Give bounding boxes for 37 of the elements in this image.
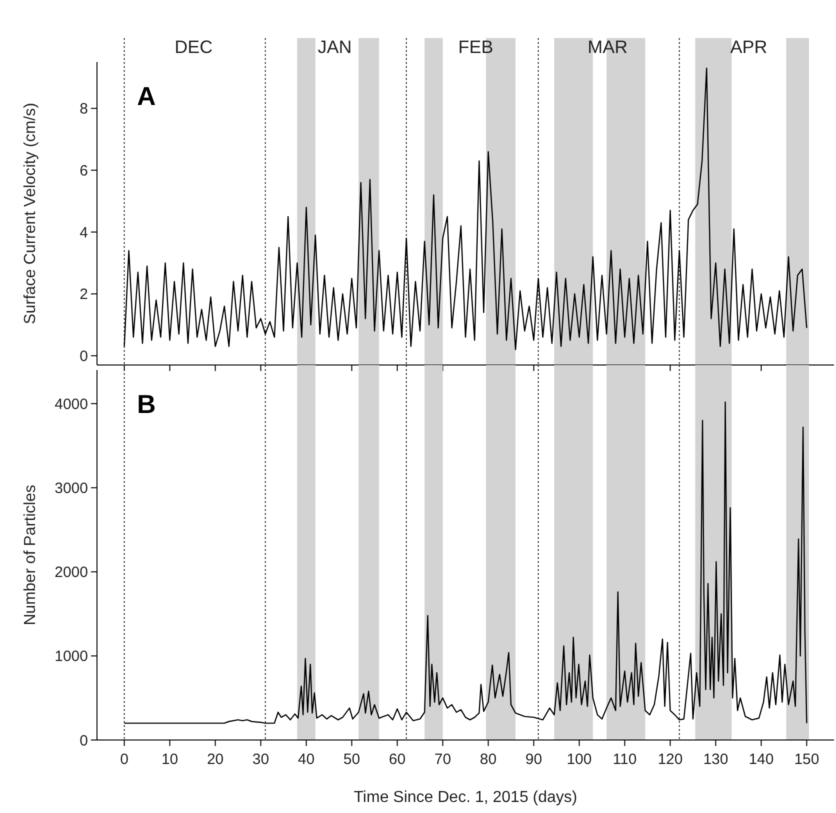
y-tick-label: 0: [80, 732, 88, 750]
y-tick-label: 4000: [54, 396, 88, 413]
y-axis-title: Surface Current Velocity (cm/s): [22, 102, 39, 324]
text: MAR: [588, 37, 628, 57]
line-series: [124, 68, 808, 350]
x-tick-label: 120: [658, 751, 683, 768]
x-tick-label: 90: [525, 751, 542, 768]
x-tick-label: 30: [252, 751, 270, 768]
y-tick-label: 2000: [54, 564, 88, 582]
x-tick-label: 0: [120, 751, 128, 768]
x-tick-label: 100: [566, 751, 592, 768]
text: FEB: [458, 37, 494, 57]
y-tick-label: 0: [80, 348, 88, 365]
x-tick-label: 50: [343, 751, 360, 768]
x-tick-label: 140: [748, 751, 774, 768]
x-tick-label: 60: [388, 751, 406, 768]
y-axis-title: Number of Particles: [22, 484, 39, 626]
x-tick-label: 150: [794, 751, 820, 768]
text: DEC: [174, 37, 213, 57]
text: JAN: [318, 37, 352, 57]
x-tick-label: 80: [480, 751, 497, 768]
text: APR: [730, 37, 768, 57]
y-tick-label: 1000: [54, 648, 88, 666]
x-tick-label: 40: [298, 751, 315, 768]
text: A: [137, 81, 156, 111]
x-tick-label: 130: [703, 751, 728, 768]
x-tick-label: 10: [161, 751, 178, 768]
x-tick-label: 70: [434, 751, 452, 768]
x-tick-label: 110: [612, 751, 637, 768]
x-tick-label: 20: [206, 751, 224, 768]
y-tick-label: 3000: [54, 480, 88, 497]
x-axis-title: Time Since Dec. 1, 2015 (days): [354, 789, 578, 806]
y-tick-label: 6: [80, 162, 88, 180]
text: B: [137, 389, 156, 419]
y-tick-label: 4: [80, 224, 88, 242]
y-tick-label: 8: [80, 100, 88, 118]
y-tick-label: 2: [80, 286, 88, 304]
